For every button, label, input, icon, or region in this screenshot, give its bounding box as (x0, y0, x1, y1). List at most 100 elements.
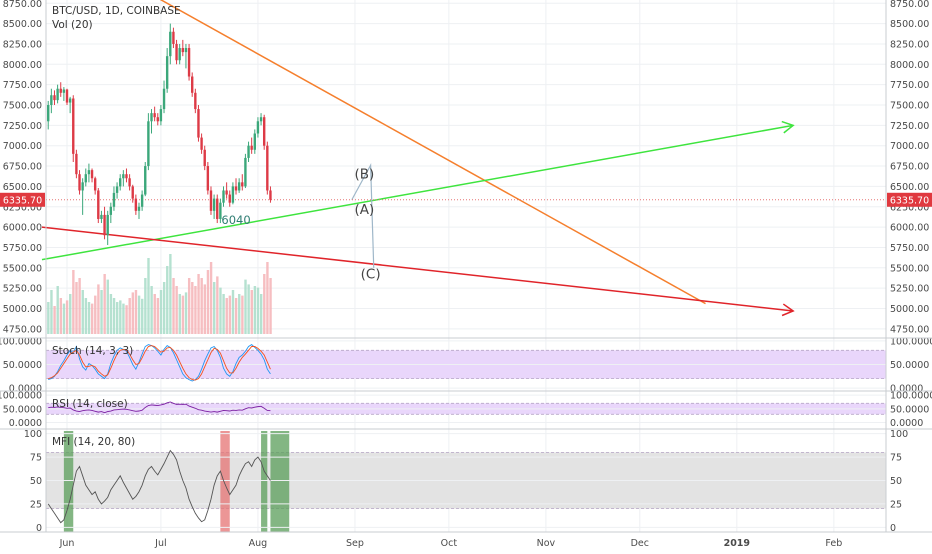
volume-bar (131, 292, 135, 334)
volume-bar (115, 302, 119, 334)
volume-bar (228, 295, 232, 334)
candle-body (203, 149, 206, 167)
y-tick-right: 5000.00 (890, 304, 929, 315)
y-tick-left: 5250.00 (3, 284, 42, 295)
volume-bar (56, 286, 59, 334)
x-tick-label: Sep (346, 538, 364, 549)
y-tick-left: 50.0000 (3, 360, 42, 371)
candle-body (72, 98, 75, 154)
volume-bar (225, 298, 228, 334)
volume-bar (69, 294, 72, 334)
candle-body (237, 182, 241, 191)
volume-bar (166, 266, 169, 334)
volume-bar (231, 290, 235, 334)
x-tick-label: Nov (537, 538, 556, 549)
candle-body (144, 166, 147, 195)
y-tick-right: 100.0000 (890, 336, 932, 347)
y-tick-right: 25 (890, 499, 902, 510)
volume-bar (219, 287, 222, 334)
volume-bar (84, 298, 88, 334)
volume-bar (172, 278, 175, 334)
candle-body (50, 95, 53, 106)
volume-bar (241, 295, 244, 334)
volume-bar (175, 286, 178, 334)
volume-bar (187, 278, 191, 334)
candle-body (93, 178, 97, 191)
trendline-descending (159, 0, 706, 305)
volume-bar (247, 284, 250, 334)
y-tick-right: 0.0000 (890, 418, 923, 429)
candle-body (162, 88, 166, 110)
candle-body (250, 145, 253, 150)
symbol-title: BTC/USD, 1D, COINBASE (52, 5, 181, 17)
y-tick-left: 75 (30, 453, 42, 464)
y-tick-left: 8500.00 (3, 19, 42, 30)
volume-bar (263, 274, 266, 334)
price-tag-right-bg (887, 192, 932, 207)
y-tick-right: 5750.00 (890, 243, 929, 254)
candle-body (47, 105, 50, 122)
volume-bar (250, 290, 253, 334)
volume-bar (137, 295, 141, 334)
volume-bar (106, 279, 109, 334)
wave-path (351, 163, 375, 268)
candle-body (262, 117, 266, 146)
x-tick-label: Jul (154, 538, 166, 549)
volume-bar (234, 298, 238, 334)
candle-body (209, 190, 213, 211)
volume-bar (78, 278, 81, 334)
x-tick-label: Feb (825, 538, 842, 549)
candle-body (131, 186, 134, 199)
volume-bar (94, 295, 97, 334)
y-tick-left: 7250.00 (3, 121, 42, 132)
volume-bar (238, 294, 241, 334)
y-tick-left: 25 (30, 499, 42, 510)
y-tick-left: 0 (36, 523, 42, 534)
y-tick-left: 50 (30, 476, 42, 487)
y-tick-right: 6000.00 (890, 223, 929, 234)
candle-body (159, 109, 163, 122)
volume-bar (65, 300, 69, 334)
y-tick-right: 100 (890, 429, 908, 440)
price-tag-left-bg (0, 192, 45, 207)
x-tick-label: Aug (249, 538, 268, 549)
y-tick-left: 50.0000 (3, 404, 42, 415)
candle-body (165, 56, 169, 89)
candle-body (266, 145, 269, 191)
volume-bar (75, 282, 78, 334)
y-tick-left: 5750.00 (3, 243, 42, 254)
candle-body (137, 206, 141, 211)
candle-body (140, 194, 144, 207)
y-tick-left: 6750.00 (3, 162, 42, 173)
annotation-label: (A) (354, 202, 374, 218)
candle-body (109, 206, 113, 215)
volume-bar (209, 262, 213, 334)
candle-body (147, 121, 150, 167)
volume-bar (109, 294, 113, 334)
mfi-highlight (261, 431, 268, 532)
annotation-label: (B) (354, 166, 374, 182)
volume-bar (200, 278, 203, 334)
volume-bar (47, 302, 50, 334)
candle-body (56, 88, 59, 101)
volume-bar (269, 278, 272, 334)
y-tick-left: 5000.00 (3, 304, 42, 315)
candle-body (87, 170, 91, 175)
x-tick-label: Dec (631, 538, 649, 549)
y-tick-left: 100.0000 (0, 336, 42, 347)
mfi-highlight (270, 431, 290, 532)
candle-body (187, 48, 191, 77)
y-tick-right: 5250.00 (890, 284, 929, 295)
volume-bar (244, 279, 247, 334)
volume-label: Vol (20) (52, 19, 93, 31)
volume-bar (222, 294, 225, 334)
candle-body (222, 190, 225, 203)
volume-bar (50, 290, 53, 334)
candle-body (156, 117, 159, 122)
candle-body (169, 31, 172, 57)
y-tick-left: 6500.00 (3, 182, 42, 193)
y-tick-left: 8000.00 (3, 60, 42, 71)
trendline-rising (41, 124, 794, 261)
mfi-highlight (220, 431, 230, 532)
